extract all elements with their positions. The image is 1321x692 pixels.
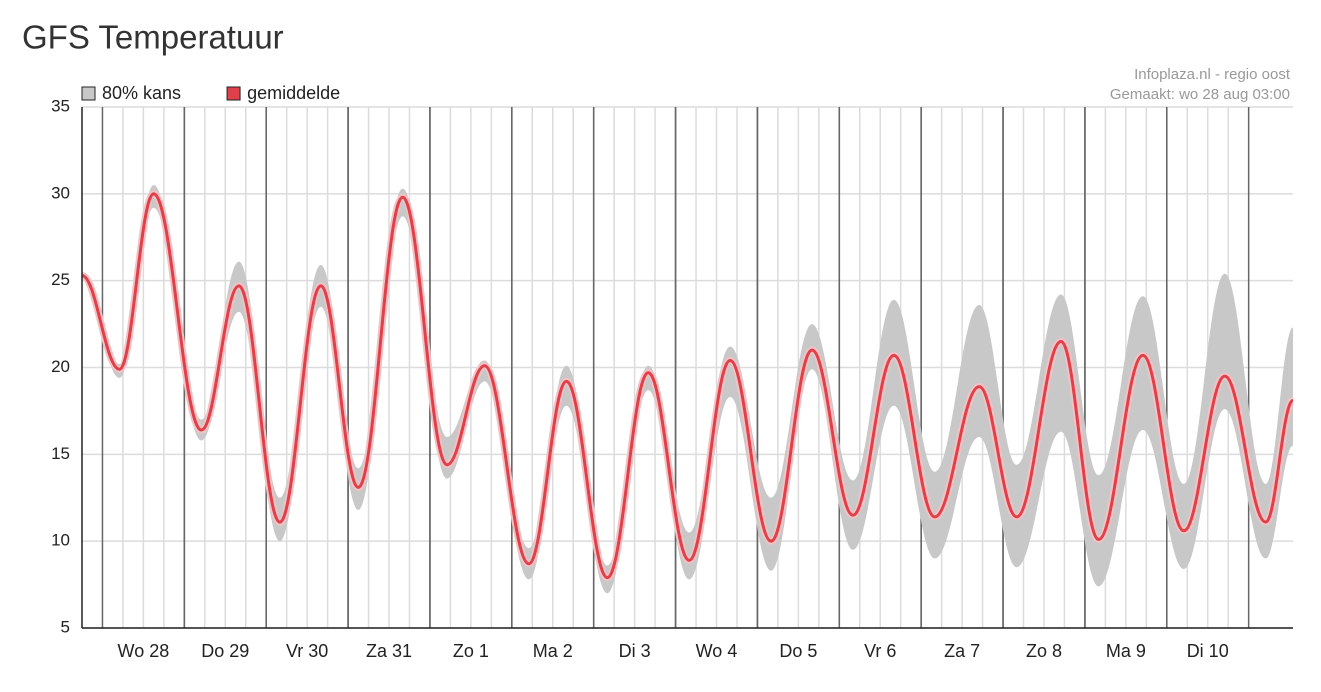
page-title: GFS Temperatuur [22,19,284,56]
x-tick-label: Wo 28 [118,641,170,661]
y-tick-label: 20 [51,357,70,376]
line [81,192,1295,580]
x-tick-label: Vr 6 [864,641,896,661]
y-tick-label: 25 [51,270,70,289]
legend-label: gemiddelde [247,83,340,103]
x-tick-label: Zo 8 [1026,641,1062,661]
y-tick-label: 10 [51,531,70,550]
band [82,185,1293,594]
x-tick-label: Vr 30 [286,641,328,661]
y-tick-label: 35 [51,96,70,115]
y-tick-label: 5 [61,617,70,636]
x-tick-label: Wo 4 [696,641,738,661]
source: Infoplaza.nl - regio oost [1134,66,1291,83]
line-halo [80,190,1297,582]
made: Gemaakt: wo 28 aug 03:00 [1110,86,1290,103]
x-tick-label: Zo 1 [453,641,489,661]
x-tick-label: Do 5 [779,641,817,661]
legend-label: 80% kans [102,83,181,103]
legend-swatch [81,86,96,101]
x-tick-label: Za 7 [944,641,980,661]
x-tick-label: Ma 2 [533,641,573,661]
x-tick-label: Di 10 [1187,641,1229,661]
y-tick-label: 15 [51,444,70,463]
x-tick-label: Di 3 [619,641,651,661]
x-tick-label: Za 31 [366,641,412,661]
legend-swatch [226,86,241,101]
x-tick-label: Do 29 [201,641,249,661]
x-tick-label: Ma 9 [1106,641,1146,661]
y-tick-label: 30 [51,183,70,202]
